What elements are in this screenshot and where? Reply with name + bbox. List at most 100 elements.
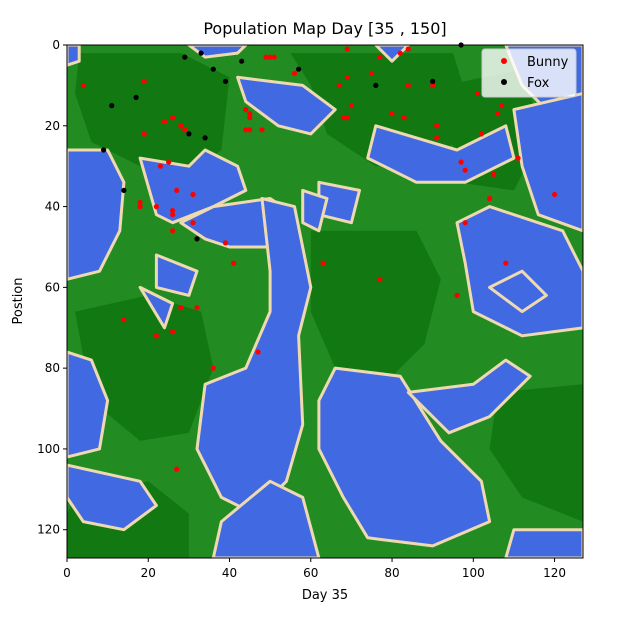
y-tick-label: 0 bbox=[52, 38, 60, 52]
y-tick-label: 20 bbox=[45, 119, 60, 133]
fox-point bbox=[198, 50, 204, 56]
bunny-point bbox=[340, 115, 346, 121]
bunny-point bbox=[389, 111, 395, 117]
bunny-point bbox=[161, 119, 168, 125]
fox-point bbox=[222, 78, 229, 84]
bunny-point bbox=[170, 228, 176, 234]
legend-marker-fox bbox=[501, 79, 507, 85]
bunny-point bbox=[271, 54, 277, 60]
water-body bbox=[366, 124, 516, 184]
bunny-point bbox=[495, 111, 501, 117]
x-tick-label: 60 bbox=[303, 566, 318, 580]
bunny-point bbox=[174, 466, 180, 472]
y-tick-label: 100 bbox=[37, 442, 60, 456]
water-body bbox=[406, 358, 532, 435]
y-axis: 0 20 40 60 80 100 120 bbox=[37, 38, 67, 537]
x-tick-label: 20 bbox=[141, 566, 156, 580]
x-axis-label: Day 35 bbox=[302, 588, 348, 603]
water-body bbox=[138, 285, 175, 330]
bunny-point bbox=[255, 349, 261, 355]
fox-point bbox=[239, 58, 245, 64]
x-tick-label: 120 bbox=[543, 566, 566, 580]
bunny-point bbox=[291, 70, 298, 76]
fox-point bbox=[296, 66, 302, 72]
bunny-point bbox=[487, 195, 493, 202]
legend: Bunny Fox bbox=[481, 48, 577, 98]
fox-point bbox=[121, 187, 127, 193]
bunny-point bbox=[462, 220, 468, 226]
fox-point bbox=[182, 54, 188, 60]
bunny-point bbox=[434, 135, 440, 141]
bunny-point bbox=[344, 74, 350, 80]
bunny-point bbox=[263, 54, 269, 60]
bunny-point bbox=[121, 317, 127, 323]
bunny-point bbox=[190, 191, 196, 198]
bunny-point bbox=[320, 260, 326, 266]
bunny-point bbox=[462, 167, 468, 173]
water-body bbox=[67, 463, 158, 532]
bunny-point bbox=[397, 50, 403, 56]
bunny-point bbox=[454, 292, 460, 298]
bunny-point bbox=[369, 70, 375, 76]
forest-region bbox=[310, 230, 441, 385]
bunny-point bbox=[478, 131, 484, 137]
bunny-point bbox=[141, 131, 147, 137]
water-body bbox=[211, 479, 321, 558]
bunny-point bbox=[458, 159, 464, 165]
bunny-point bbox=[190, 220, 196, 226]
forest-region bbox=[489, 384, 583, 522]
terrain-map bbox=[67, 45, 583, 558]
bunny-point bbox=[552, 191, 558, 198]
bunny-point bbox=[166, 159, 172, 165]
bunny-point bbox=[267, 54, 273, 60]
chart-title: Population Map Day [35 , 150] bbox=[203, 19, 446, 38]
fox-point bbox=[202, 135, 208, 141]
water-body bbox=[195, 197, 313, 516]
bunny-point bbox=[405, 82, 411, 88]
bunny-point bbox=[137, 204, 143, 210]
bunny-point bbox=[247, 127, 253, 133]
legend-label-fox: Fox bbox=[527, 76, 550, 91]
water-body bbox=[488, 269, 548, 314]
bunny-point bbox=[430, 82, 436, 88]
fox-point bbox=[133, 94, 139, 101]
legend-marker-bunny bbox=[501, 58, 507, 64]
bunny-point bbox=[170, 115, 176, 121]
water-body bbox=[154, 253, 199, 297]
y-tick-label: 120 bbox=[37, 523, 60, 537]
fox-point bbox=[430, 78, 436, 84]
fox-point bbox=[186, 131, 192, 137]
legend-label-bunny: Bunny bbox=[527, 55, 569, 70]
plot-frame bbox=[66, 44, 584, 559]
water-body bbox=[317, 366, 492, 548]
x-tick-label: 0 bbox=[63, 566, 71, 580]
bunny-point bbox=[182, 127, 188, 133]
bunny-point bbox=[348, 103, 354, 109]
fox-point bbox=[194, 236, 200, 242]
bunny-point bbox=[178, 305, 184, 311]
x-axis: 0 20 40 60 80 100 120 bbox=[63, 558, 566, 580]
y-tick-label: 40 bbox=[45, 200, 60, 214]
bunny-point bbox=[157, 163, 163, 169]
bunny-point bbox=[499, 103, 505, 109]
bunny-point bbox=[170, 329, 176, 335]
bunny-point bbox=[515, 155, 521, 161]
fox-point bbox=[210, 66, 216, 72]
bunny-point bbox=[137, 199, 143, 206]
y-axis-label: Postion bbox=[11, 277, 26, 324]
bunny-point bbox=[259, 127, 265, 133]
bunny-point bbox=[222, 240, 229, 246]
bunny-point bbox=[194, 305, 200, 311]
bunny-point bbox=[153, 204, 159, 210]
bunny-point bbox=[377, 276, 383, 282]
bunny-point bbox=[503, 260, 509, 266]
bunny-point bbox=[178, 123, 184, 129]
y-tick-label: 80 bbox=[45, 361, 60, 375]
water-body bbox=[138, 148, 248, 225]
x-tick-label: 100 bbox=[462, 566, 485, 580]
bunny-point bbox=[141, 78, 147, 84]
water-body bbox=[67, 45, 81, 67]
x-tick-label: 80 bbox=[384, 566, 399, 580]
